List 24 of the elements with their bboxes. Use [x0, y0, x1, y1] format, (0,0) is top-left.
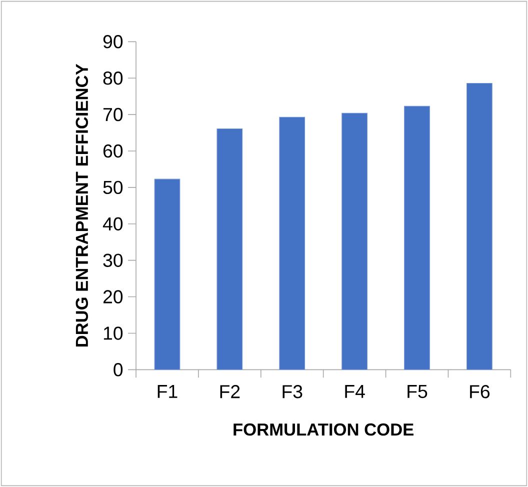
- y-tick-label: 60: [103, 144, 123, 158]
- x-tick-label: F4: [345, 385, 365, 398]
- x-tick-label: F1: [158, 385, 178, 398]
- bar: [404, 106, 430, 370]
- bar: [216, 128, 243, 370]
- x-tick-label: F5: [408, 385, 428, 398]
- y-axis-title: DRUG ENTRAPMENT EFFICIENCY: [76, 64, 88, 347]
- y-tick-label: 0: [114, 363, 123, 376]
- x-tick-label: F3: [282, 385, 302, 398]
- y-tick-label: 70: [103, 108, 123, 122]
- bar: [342, 112, 368, 370]
- x-tick-label: F6: [470, 385, 490, 398]
- bar: [466, 82, 492, 370]
- y-tick-label: 20: [103, 290, 123, 304]
- y-tick-label: 90: [103, 35, 123, 48]
- y-tick-label: 30: [103, 254, 123, 267]
- bar: [279, 116, 306, 370]
- bar: [154, 178, 180, 370]
- y-tick-label: 40: [102, 217, 123, 231]
- x-axis-title: FORMULATION CODE: [234, 423, 414, 436]
- y-tick-label: 10: [104, 326, 123, 340]
- y-tick-label: 50: [103, 180, 123, 194]
- x-tick-label: F2: [220, 385, 240, 398]
- y-tick-label: 80: [103, 71, 123, 85]
